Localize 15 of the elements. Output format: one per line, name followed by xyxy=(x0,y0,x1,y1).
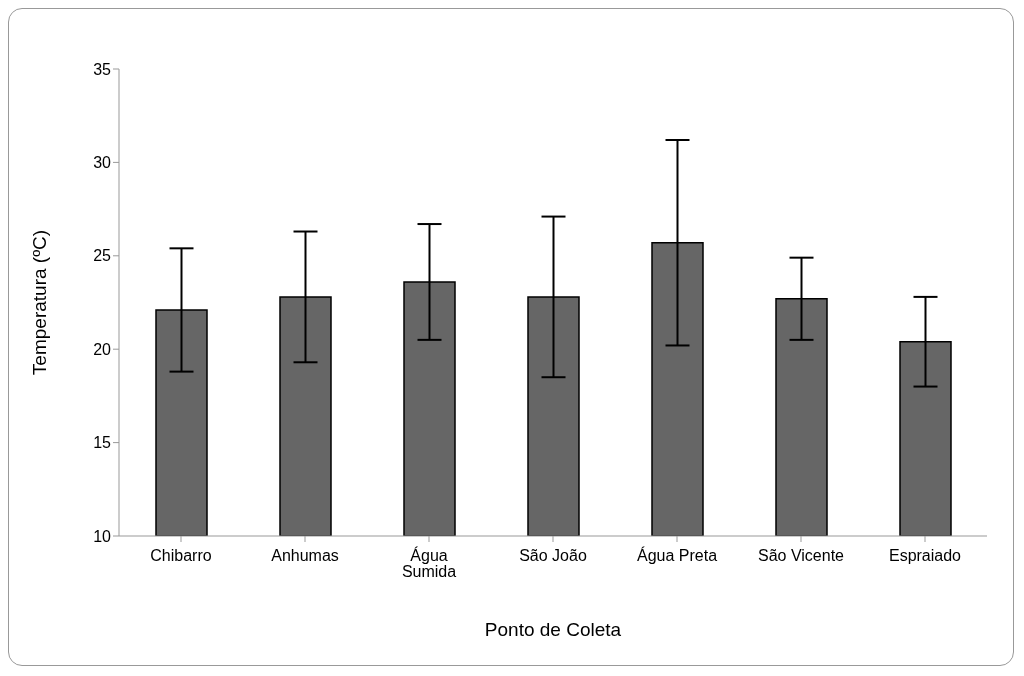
x-tick-label: Anhumas xyxy=(271,547,339,565)
y-tick-label: 10 xyxy=(93,527,112,545)
x-tick-label: São Vicente xyxy=(758,547,845,565)
y-axis-title: Temperatura (ºC) xyxy=(28,229,50,376)
x-tick-label: Água Preta xyxy=(636,546,718,565)
x-tick-label: Espraiado xyxy=(888,547,962,565)
x-tick-label: Água Sumida xyxy=(401,546,457,581)
x-tick-label: Chibarro xyxy=(150,547,212,565)
x-tick-label: São João xyxy=(519,547,587,565)
y-tick-label: 30 xyxy=(93,154,112,172)
x-axis-title: Ponto de Coleta xyxy=(484,619,622,640)
y-tick-label: 25 xyxy=(93,247,112,265)
y-tick-label: 35 xyxy=(93,60,112,78)
y-tick-label: 15 xyxy=(93,434,112,452)
y-tick-label: 20 xyxy=(93,340,112,358)
